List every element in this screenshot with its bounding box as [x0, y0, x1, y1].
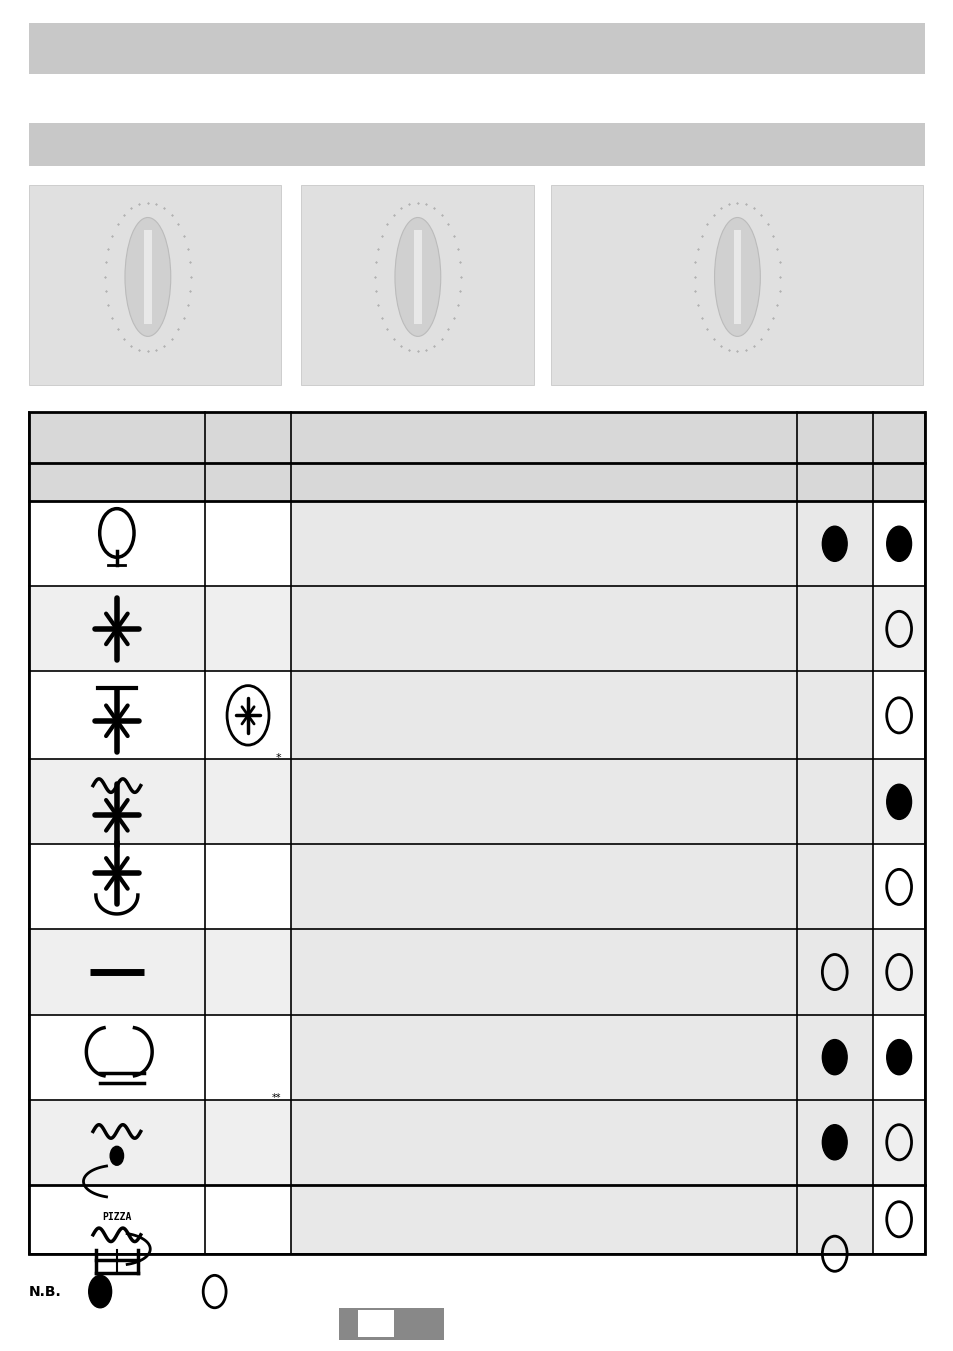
Bar: [29, 23, 924, 74]
Text: **: **: [272, 1093, 281, 1102]
Bar: [291, 1015, 872, 1100]
Bar: [357, 1310, 394, 1337]
Bar: [29, 1185, 924, 1254]
Circle shape: [885, 1040, 910, 1075]
Bar: [414, 230, 421, 324]
Bar: [29, 929, 924, 1015]
Bar: [291, 501, 872, 586]
Bar: [551, 185, 923, 385]
Bar: [29, 759, 924, 844]
Circle shape: [885, 527, 910, 562]
Circle shape: [821, 1040, 846, 1075]
Bar: [291, 671, 872, 759]
Circle shape: [89, 1275, 112, 1308]
Ellipse shape: [395, 218, 440, 336]
Bar: [29, 412, 924, 463]
Bar: [29, 844, 924, 929]
Bar: [733, 230, 740, 324]
Text: *: *: [275, 753, 281, 762]
Bar: [338, 1308, 443, 1340]
Bar: [29, 501, 924, 586]
Bar: [29, 1100, 924, 1185]
Bar: [291, 929, 872, 1015]
Circle shape: [821, 1125, 846, 1159]
Bar: [29, 123, 924, 166]
Text: N.B.: N.B.: [29, 1285, 61, 1298]
Bar: [291, 844, 872, 929]
Bar: [144, 230, 152, 324]
Bar: [291, 759, 872, 844]
Circle shape: [885, 785, 910, 820]
Bar: [291, 586, 872, 671]
Bar: [300, 185, 534, 385]
Bar: [291, 1100, 872, 1185]
Bar: [291, 1185, 872, 1254]
Ellipse shape: [714, 218, 760, 336]
Circle shape: [821, 527, 846, 562]
Circle shape: [111, 1147, 124, 1166]
Bar: [29, 586, 924, 671]
Bar: [29, 1015, 924, 1100]
Bar: [29, 671, 924, 759]
Text: PIZZA: PIZZA: [102, 1212, 132, 1221]
Bar: [29, 463, 924, 501]
Bar: [29, 412, 924, 1254]
Ellipse shape: [125, 218, 171, 336]
Bar: [29, 185, 281, 385]
